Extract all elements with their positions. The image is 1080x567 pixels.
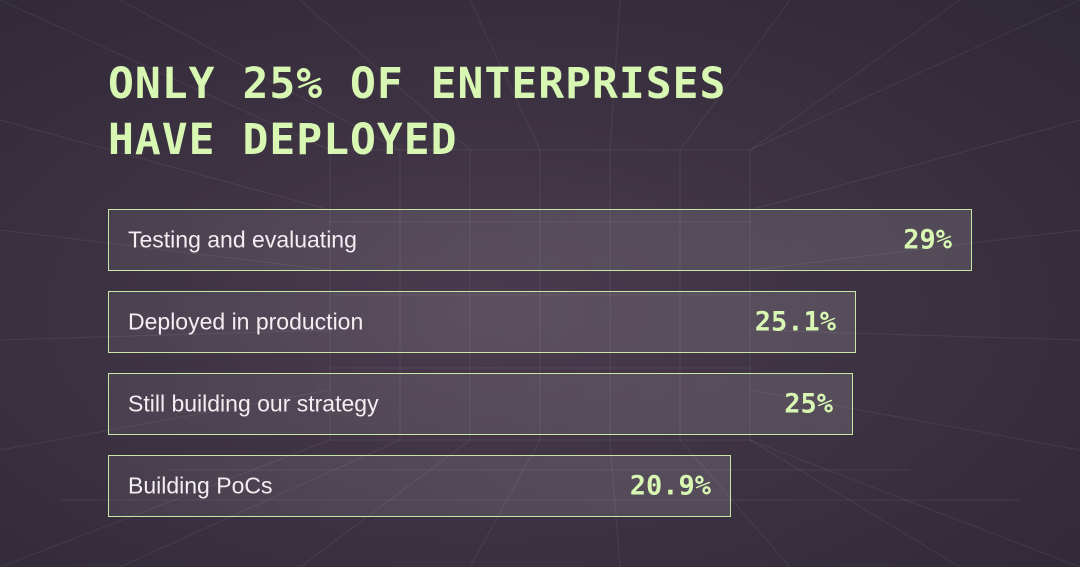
title-line-1: ONLY 25% OF ENTERPRISES [108,59,727,109]
bar-label: Testing and evaluating [128,226,357,253]
title-line-2: HAVE DEPLOYED [108,115,458,165]
bar-value-label: 29% [903,224,952,256]
bar-value-label: 25% [784,388,833,420]
bar-label: Deployed in production [128,308,364,335]
bar-label: Still building our strategy [128,390,379,417]
bar-4: Building PoCs 20.9% [108,455,731,517]
bar-chart: Testing and evaluating 29% Deployed in pro… [108,209,972,519]
chart-title: ONLY 25% OF ENTERPRISES HAVE DEPLOYED [108,56,908,168]
bar-2: Deployed in production 25.1% [108,291,856,353]
bar-value-label: 20.9% [629,470,711,502]
bar-1: Testing and evaluating 29% [108,209,972,271]
bar-value-label: 25.1% [754,306,836,338]
bar-label: Building PoCs [128,472,273,499]
bar-3: Still building our strategy 25% [108,373,853,435]
